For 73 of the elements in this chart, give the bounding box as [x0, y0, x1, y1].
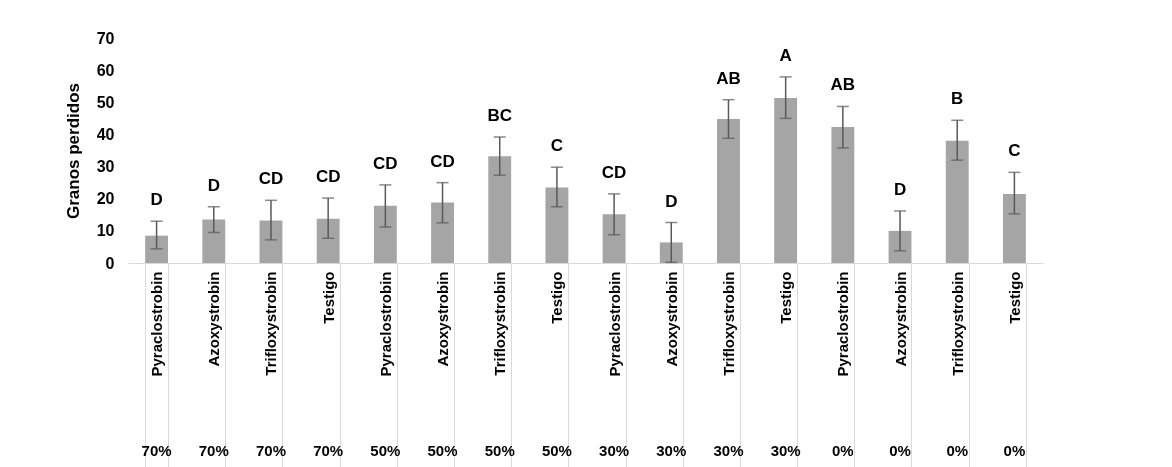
data-label: CD: [373, 153, 398, 173]
data-label: CD: [601, 162, 627, 182]
bar: [945, 140, 969, 263]
y-tick-label: 70: [96, 29, 115, 47]
x-tick-label: Testigo: [1005, 271, 1023, 324]
x-tick-label: Testigo: [777, 271, 795, 324]
y-tick-label: 20: [96, 190, 115, 208]
text: 70%: [313, 442, 344, 459]
text: 0%: [889, 442, 911, 459]
data-label: CD: [315, 167, 341, 187]
text: 30%: [599, 442, 630, 459]
x-tick-label: Pyraclostrobin: [834, 271, 852, 377]
bar: [888, 230, 912, 263]
x-tick-label: Azoxystrobin: [662, 271, 680, 367]
data-label: CD: [258, 169, 284, 189]
text: 50%: [541, 442, 572, 459]
y-tick-label: 40: [96, 125, 115, 143]
x-tick-label: Trifloxystrobin: [948, 271, 966, 376]
y-tick-label: 50: [96, 93, 115, 111]
y-axis-title: Granos perdidos: [63, 82, 83, 220]
x-tick-label: Azoxystrobin: [434, 271, 452, 367]
bar: [1002, 193, 1026, 263]
x-tick-label: Azoxystrobin: [891, 271, 909, 367]
data-label: CD: [430, 151, 455, 171]
x-tick-label: Trifloxystrobin: [491, 271, 509, 376]
bar: [717, 119, 740, 263]
y-tick-label: 60: [96, 61, 115, 79]
text: 70%: [255, 442, 286, 459]
text: 0%: [946, 442, 969, 459]
bar: [259, 220, 283, 263]
text: 70%: [198, 442, 229, 459]
data-label: A: [779, 45, 792, 65]
x-tick-label: Azoxystrobin: [205, 271, 223, 367]
data-label: D: [665, 191, 678, 211]
text: 0%: [1003, 442, 1026, 459]
text: 50%: [484, 442, 515, 459]
x-tick-label: Pyraclostrobin: [376, 271, 394, 377]
bar: [373, 205, 397, 263]
data-label: D: [150, 190, 163, 210]
x-tick-label: Testigo: [548, 271, 566, 324]
text: 50%: [370, 442, 401, 459]
bar: [431, 202, 454, 263]
y-tick-label: 30: [96, 158, 115, 176]
data-label: C: [1008, 141, 1021, 161]
x-tick-label: Trifloxystrobin: [262, 271, 280, 376]
x-tick-label: Pyraclostrobin: [148, 271, 166, 377]
bar: [831, 127, 855, 263]
text: 50%: [427, 442, 458, 459]
text: 30%: [770, 442, 801, 459]
text: 70%: [141, 442, 172, 459]
text: 30%: [656, 442, 687, 459]
bar: [202, 219, 226, 263]
data-label: C: [550, 136, 564, 156]
y-tick-label: 0: [105, 254, 115, 272]
bar: [659, 242, 683, 263]
data-label: B: [951, 89, 964, 109]
text: 0%: [832, 442, 854, 459]
data-label: AB: [830, 75, 856, 95]
data-label: BC: [487, 106, 512, 125]
x-tick-label: Testigo: [319, 271, 337, 324]
bar: [488, 156, 512, 263]
data-label: D: [207, 175, 220, 195]
bar: [774, 98, 798, 263]
y-tick-label: 10: [96, 222, 115, 240]
bar: [545, 187, 569, 263]
bar: [316, 218, 340, 263]
text: 30%: [713, 442, 744, 459]
bar: [145, 235, 169, 263]
x-tick-label: Pyraclostrobin: [605, 271, 623, 377]
data-label: D: [893, 179, 907, 199]
bar: [602, 214, 626, 263]
x-tick-label: Trifloxystrobin: [719, 271, 737, 376]
data-label: AB: [716, 68, 741, 88]
